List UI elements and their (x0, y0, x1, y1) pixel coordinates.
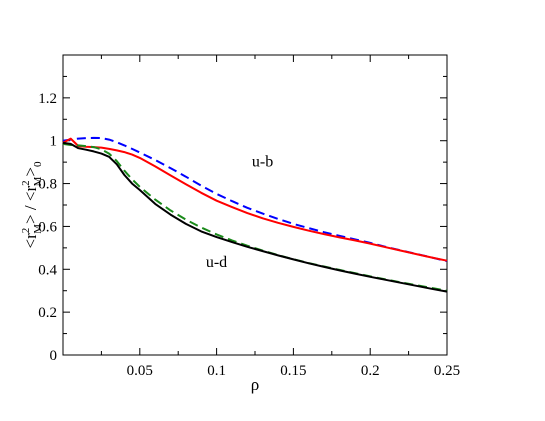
y-tick-label: 0.4 (38, 262, 57, 278)
x-axis-title: ρ (251, 375, 259, 394)
y-tick-label: 1.2 (38, 91, 57, 107)
plot-area (62, 54, 448, 356)
y-axis-title-part: <r (21, 233, 40, 249)
y-axis-title-sub: 0 (32, 161, 44, 167)
y-axis-title-sub: M (32, 176, 44, 186)
x-tick-label: 0.25 (434, 363, 460, 379)
plot-frame (62, 54, 448, 356)
y-axis-title-sup: 2 (20, 180, 32, 186)
y-axis-title-part: > (21, 167, 40, 177)
y-axis-title-sub: M (32, 224, 44, 234)
annotation-label: u-d (206, 254, 227, 271)
x-tick-label: 0.15 (280, 363, 306, 379)
y-axis-title-part: > / <r (21, 186, 40, 224)
x-tick-label: 0.2 (361, 363, 380, 379)
y-tick-label: 0.6 (38, 219, 57, 235)
axis-ticks: 0.05 0.1 0.15 0.2 0.25 0 0.2 0.4 0.6 0.8 1 1.2 (38, 55, 460, 379)
y-tick-label: 0.2 (38, 305, 57, 321)
y-axis-title: <r2M> / <r2M>0 (20, 161, 44, 248)
annotation-layer: u-b u-d (206, 153, 273, 271)
y-tick-label: 1 (50, 134, 58, 150)
series-line-2 (62, 137, 448, 262)
annotation-label: u-b (252, 153, 273, 170)
x-tick-label: 0.05 (127, 363, 153, 379)
x-tick-label: 0.1 (207, 363, 226, 379)
y-tick-label: 0 (50, 348, 58, 364)
series-line-4 (62, 141, 448, 293)
y-tick-label: 0.8 (38, 177, 57, 193)
series-layer (62, 136, 448, 293)
y-axis-title-sup: 2 (20, 228, 32, 234)
